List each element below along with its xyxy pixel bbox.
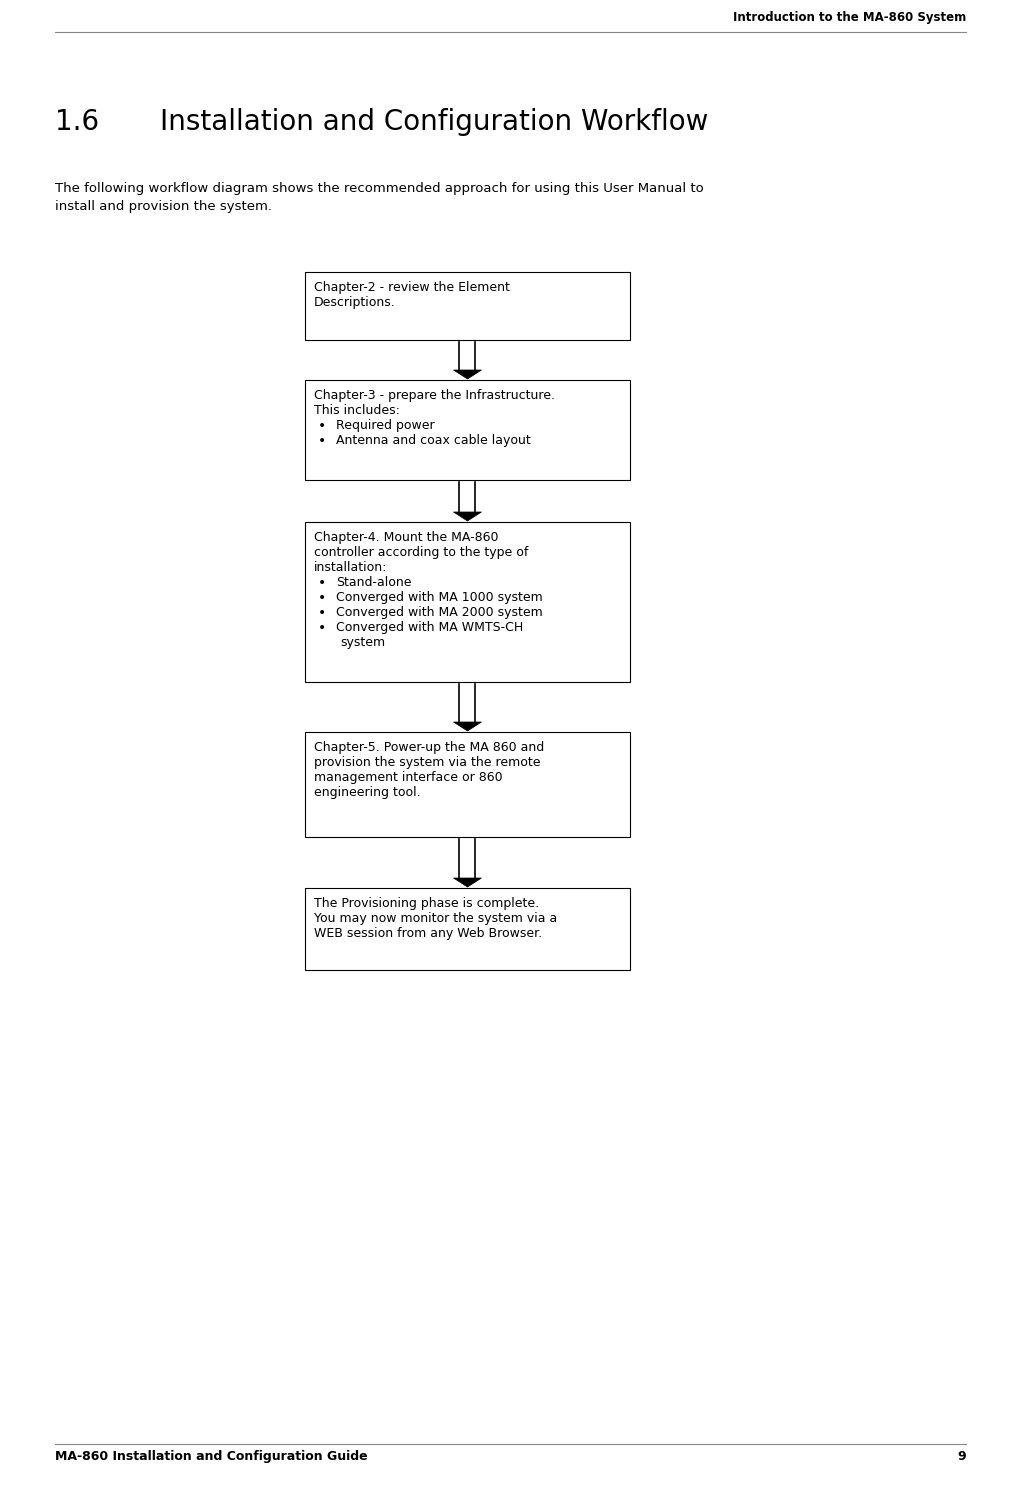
- Text: Chapter-2 - review the Element: Chapter-2 - review the Element: [314, 281, 509, 295]
- Text: Introduction to the MA-860 System: Introduction to the MA-860 System: [733, 10, 966, 24]
- Text: You may now monitor the system via a: You may now monitor the system via a: [314, 913, 557, 925]
- Text: •: •: [318, 434, 327, 447]
- Text: controller according to the type of: controller according to the type of: [314, 546, 529, 560]
- Text: Descriptions.: Descriptions.: [314, 296, 396, 310]
- Text: •: •: [318, 419, 327, 432]
- Text: The Provisioning phase is complete.: The Provisioning phase is complete.: [314, 898, 539, 910]
- Text: Converged with MA 2000 system: Converged with MA 2000 system: [336, 606, 543, 619]
- Text: Required power: Required power: [336, 419, 435, 432]
- Bar: [305, 380, 630, 480]
- Bar: [305, 732, 630, 836]
- Bar: [305, 522, 630, 682]
- Text: 9: 9: [958, 1450, 966, 1463]
- Text: Chapter-4. Mount the MA-860: Chapter-4. Mount the MA-860: [314, 531, 498, 545]
- Text: Antenna and coax cable layout: Antenna and coax cable layout: [336, 434, 531, 447]
- Text: Chapter-5. Power-up the MA 860 and: Chapter-5. Power-up the MA 860 and: [314, 741, 544, 754]
- Polygon shape: [453, 878, 482, 887]
- Text: engineering tool.: engineering tool.: [314, 785, 421, 799]
- Text: install and provision the system.: install and provision the system.: [55, 200, 272, 212]
- Text: 1.6: 1.6: [55, 108, 99, 136]
- Text: Stand-alone: Stand-alone: [336, 576, 411, 589]
- Text: installation:: installation:: [314, 561, 387, 574]
- Bar: [305, 889, 630, 969]
- Text: management interface or 860: management interface or 860: [314, 770, 502, 784]
- Bar: [305, 272, 630, 340]
- Text: Installation and Configuration Workflow: Installation and Configuration Workflow: [160, 108, 709, 136]
- Text: WEB session from any Web Browser.: WEB session from any Web Browser.: [314, 928, 542, 939]
- Text: MA-860 Installation and Configuration Guide: MA-860 Installation and Configuration Gu…: [55, 1450, 368, 1463]
- Text: system: system: [340, 636, 385, 649]
- Text: •: •: [318, 621, 327, 634]
- Polygon shape: [453, 723, 482, 732]
- Text: •: •: [318, 606, 327, 619]
- Text: •: •: [318, 591, 327, 604]
- Text: •: •: [318, 576, 327, 589]
- Text: This includes:: This includes:: [314, 404, 400, 417]
- Polygon shape: [453, 370, 482, 378]
- Polygon shape: [453, 512, 482, 521]
- Text: The following workflow diagram shows the recommended approach for using this Use: The following workflow diagram shows the…: [55, 183, 703, 194]
- Text: Converged with MA WMTS-CH: Converged with MA WMTS-CH: [336, 621, 523, 634]
- Text: provision the system via the remote: provision the system via the remote: [314, 755, 540, 769]
- Text: Converged with MA 1000 system: Converged with MA 1000 system: [336, 591, 543, 604]
- Text: Chapter-3 - prepare the Infrastructure.: Chapter-3 - prepare the Infrastructure.: [314, 389, 555, 402]
